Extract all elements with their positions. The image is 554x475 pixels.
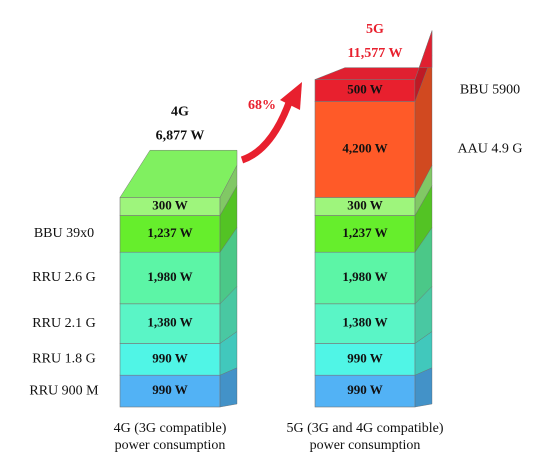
side-shade [220, 286, 237, 344]
value-label: 990 W [347, 382, 383, 397]
annotation: 68% [248, 98, 276, 113]
series-label: RRU 1.8 G [32, 352, 95, 367]
header: 5G [366, 22, 384, 37]
series-label: RRU 900 M [29, 383, 99, 398]
segment [314, 101, 416, 198]
side-shade [220, 185, 237, 253]
side-shade [220, 367, 237, 407]
series-label: RRU 2.6 G [32, 270, 95, 285]
category-label: 5G (3G and 4G compatible) power consumpt… [286, 421, 444, 453]
segment [314, 374, 416, 408]
series-label: BBU 5900 [460, 83, 520, 98]
total-label: 11,577 W [348, 46, 403, 61]
segment [119, 343, 221, 376]
category-label: 4G (3G compatible) power consumption [113, 421, 227, 453]
side-shade [220, 331, 237, 376]
segment [314, 215, 416, 253]
top-face [314, 30, 433, 80]
side-shade [220, 165, 237, 216]
top-face [119, 149, 238, 198]
value-label: 1,980 W [147, 269, 192, 284]
segment [119, 374, 221, 408]
arrow-head [280, 82, 302, 110]
series-label: BBU 39x0 [34, 226, 94, 241]
value-label: 500 W [347, 81, 383, 96]
side-shade [415, 55, 432, 198]
growth-arrow [240, 98, 294, 164]
value-label: 4,200 W [342, 140, 387, 155]
side-shade [415, 185, 432, 253]
side-shade [415, 165, 432, 216]
value-label: 990 W [152, 382, 188, 397]
value-label: 1,237 W [342, 225, 387, 240]
value-label: 1,380 W [147, 315, 192, 330]
side-shade [415, 286, 432, 344]
value-label: 990 W [347, 350, 383, 365]
value-label: 990 W [152, 350, 188, 365]
series-label: AAU 4.9 G [458, 142, 523, 157]
series-label: RRU 2.1 G [32, 316, 95, 331]
value-label: 300 W [347, 197, 383, 212]
value-label: 1,980 W [342, 269, 387, 284]
total-label: 6,877 W [156, 128, 205, 143]
header: 4G [171, 104, 189, 119]
value-label: 1,380 W [342, 315, 387, 330]
side-shade [415, 227, 432, 304]
value-label: 1,237 W [147, 225, 192, 240]
side-shade [415, 331, 432, 376]
side-shade [415, 367, 432, 407]
segment [119, 215, 221, 253]
segment [314, 343, 416, 376]
segment [314, 251, 416, 305]
side-shade [220, 227, 237, 304]
value-label: 300 W [152, 197, 188, 212]
segment [119, 251, 221, 305]
